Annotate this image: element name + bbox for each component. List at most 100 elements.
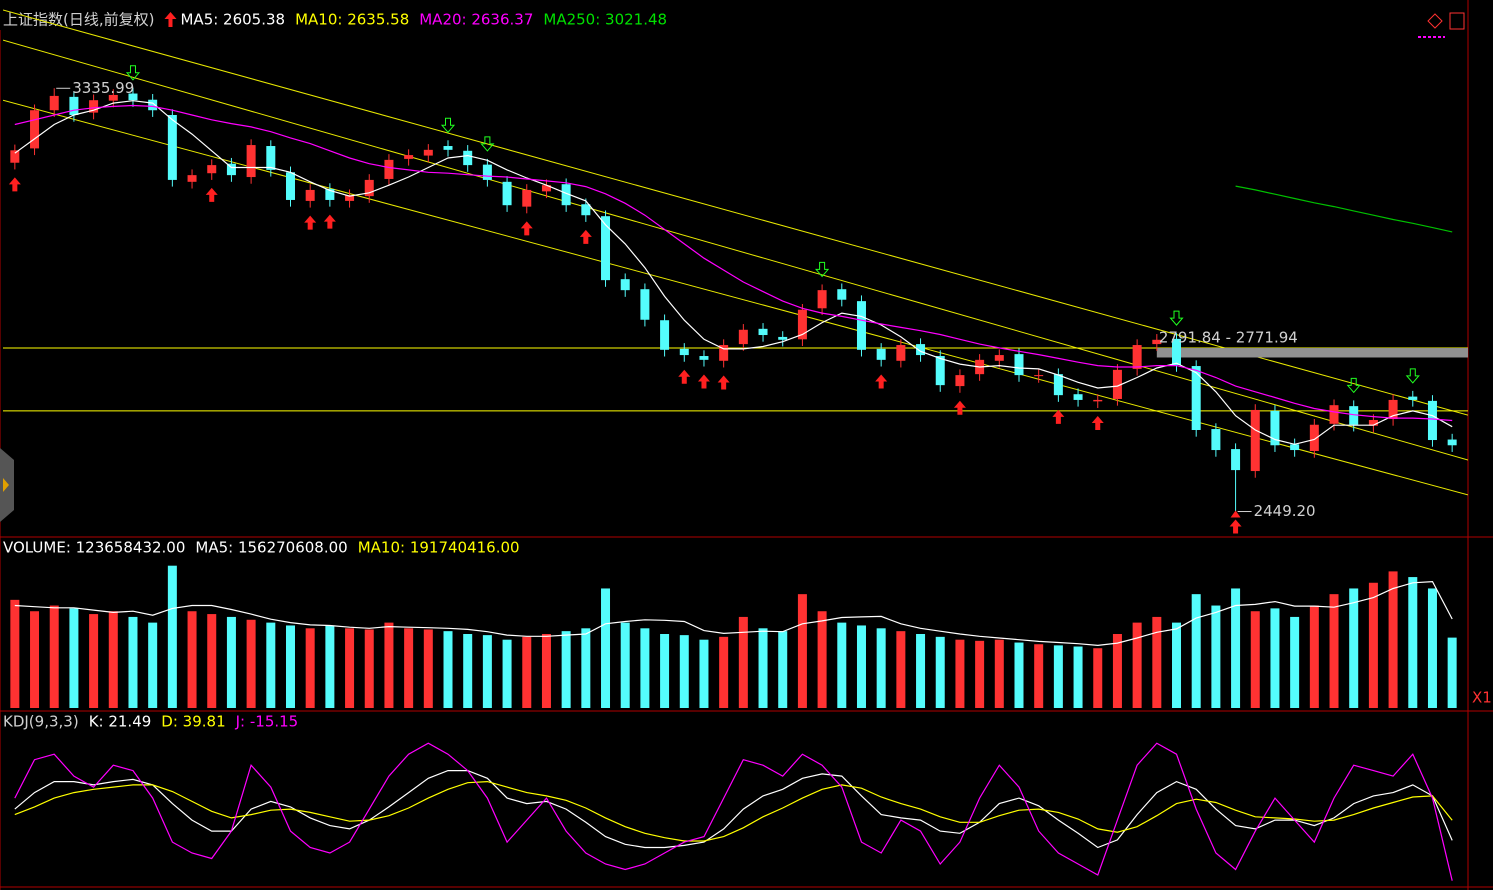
buy-signal	[697, 374, 710, 389]
legend-item: VOLUME: 123658432.00	[3, 539, 185, 557]
volume-bar	[679, 635, 689, 708]
sell-signal	[815, 261, 830, 278]
legend-item: MA10: 2635.58	[295, 11, 409, 29]
volume-bar	[325, 625, 335, 708]
candle-body	[935, 356, 945, 386]
volume-bar	[601, 588, 611, 708]
volume-bar	[1368, 582, 1378, 708]
volume-bar	[1191, 594, 1201, 708]
legend-arrow	[164, 12, 177, 27]
volume-bar	[1014, 642, 1024, 708]
volume-bar	[226, 616, 236, 708]
volume-bar	[423, 629, 433, 708]
candle-body	[1368, 419, 1378, 426]
panel-title: 上证指数(日线,前复权)	[3, 11, 154, 29]
volume-bar	[384, 622, 394, 708]
candle-body	[581, 204, 591, 216]
candle-body	[738, 329, 748, 345]
volume-bar	[1408, 577, 1418, 708]
volume-bar	[1447, 637, 1457, 708]
volume-bar	[916, 634, 926, 708]
volume-bar	[837, 622, 847, 708]
candle-body	[778, 336, 788, 340]
annotation-label: 2449.20	[1254, 502, 1316, 520]
volume-bar	[797, 594, 807, 708]
candle-body	[1231, 449, 1241, 471]
candle-body	[30, 110, 40, 149]
candle-body	[246, 145, 256, 178]
candle-body	[1408, 396, 1418, 400]
buy-signal	[579, 229, 592, 244]
candle-body	[128, 93, 138, 101]
volume-bar	[1309, 605, 1319, 708]
volume-bar	[482, 635, 492, 708]
candle-body	[1211, 429, 1221, 451]
legend-item: J: -15.15	[235, 713, 299, 731]
legend-item: K: 21.49	[89, 713, 152, 731]
trend-line	[3, 39, 1468, 461]
candle-body	[896, 345, 906, 361]
candle-body	[541, 185, 551, 192]
buy-signal	[304, 215, 317, 230]
buy-signal	[520, 221, 533, 236]
candle-body	[522, 189, 532, 207]
legend-item: D: 39.81	[161, 713, 225, 731]
volume-bar	[187, 611, 197, 708]
scale-button[interactable]: X1	[1472, 689, 1492, 707]
candle-body	[1093, 399, 1103, 402]
candle-body	[955, 375, 965, 387]
candle-body	[561, 184, 571, 206]
candle-body	[1073, 394, 1083, 400]
candle-body	[423, 149, 433, 156]
candle-body	[502, 181, 512, 206]
toolbar-icon[interactable]	[1427, 13, 1443, 29]
candle-body	[305, 189, 315, 201]
buy-signal	[1229, 519, 1242, 534]
candle-body	[187, 175, 197, 182]
candle-body	[640, 289, 650, 320]
side-tab-arrow	[3, 478, 9, 492]
volume-bar	[620, 622, 630, 708]
kdj-line	[14, 742, 1453, 881]
sell-signal	[1346, 377, 1361, 394]
volume-bar	[561, 631, 571, 708]
volume-bar	[955, 639, 965, 708]
volume-bar	[758, 628, 768, 708]
volume-bar	[1231, 588, 1241, 708]
candle-body	[1152, 339, 1162, 345]
toolbar-icon[interactable]	[1449, 12, 1465, 30]
volume-bar	[1053, 645, 1063, 708]
candle-body	[69, 96, 79, 115]
volume-bar	[1152, 616, 1162, 708]
volume-bar	[345, 628, 355, 708]
volume-bar	[935, 636, 945, 708]
volume-bar	[364, 629, 374, 708]
volume-bar	[1388, 571, 1398, 708]
volume-bar	[975, 640, 985, 708]
sell-signal	[1169, 310, 1184, 326]
volume-bar	[1290, 616, 1300, 708]
candle-body	[49, 95, 59, 111]
charts: 上证指数(日线,前复权) MA5: 2605.38 MA10: 2635.58 MA2…	[3, 9, 1492, 881]
volume-bar	[167, 565, 177, 708]
volume-bar	[1112, 634, 1122, 708]
volume-bar	[69, 608, 79, 708]
volume-bar	[1132, 622, 1142, 708]
candle-body	[1270, 410, 1280, 446]
candle-body	[345, 195, 355, 201]
volume-bar	[30, 611, 40, 708]
candle-body	[876, 348, 886, 360]
candle-body	[1329, 405, 1339, 424]
volume-bar	[856, 625, 866, 708]
sell-signal	[125, 65, 141, 81]
price-band	[1156, 347, 1468, 358]
volume-bar	[1093, 648, 1103, 708]
ma-line	[1235, 185, 1453, 233]
volume-bar	[738, 616, 748, 708]
volume-bar	[1034, 644, 1044, 708]
buy-signal	[205, 187, 218, 202]
candle-body	[463, 150, 473, 166]
candle-body	[167, 115, 177, 180]
